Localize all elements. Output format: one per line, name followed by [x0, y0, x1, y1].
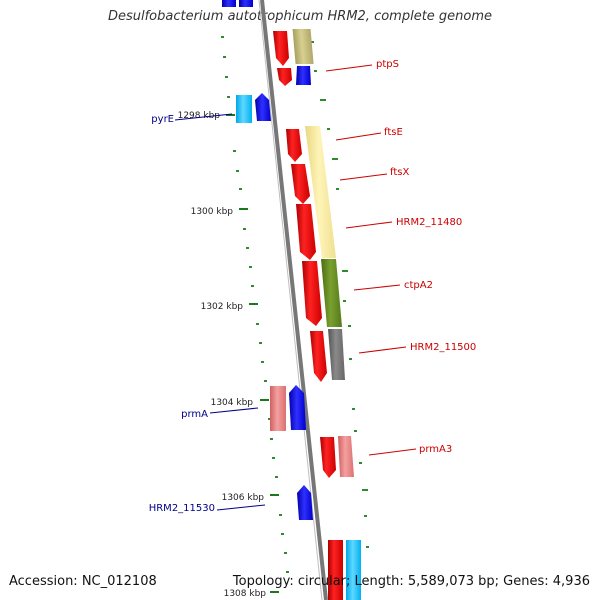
gene-arrow — [297, 485, 313, 520]
gene-arrow — [255, 93, 271, 121]
gene-label-ftsE: ftsE — [384, 127, 403, 138]
gene-label-HRM2_11500: HRM2_11500 — [410, 342, 476, 353]
tick-mark — [226, 114, 235, 116]
gene-arrow — [310, 331, 327, 382]
tick-label: 1300 kbp — [191, 207, 234, 217]
tick-mark — [260, 399, 269, 401]
gene-label-ptpS: ptpS — [376, 59, 399, 70]
tick-label: 1308 kbp — [224, 589, 267, 599]
gene-arrow — [296, 204, 316, 260]
gene-label-pyrE: pyrE — [151, 114, 174, 125]
gene-label-ftsX: ftsX — [390, 167, 409, 178]
leader-line — [174, 113, 233, 121]
leader-line — [368, 448, 417, 456]
tick-label: 1302 kbp — [201, 302, 244, 312]
genome-summary-text: Topology: circular; Length: 5,589,073 bp… — [232, 574, 590, 589]
gene-label-HRM2_11480: HRM2_11480 — [396, 217, 462, 228]
gene-label-HRM2_11530: HRM2_11530 — [149, 503, 215, 514]
gene-arrow — [289, 385, 306, 430]
ruler-dots-left — [221, 36, 289, 573]
feature-block — [239, 0, 253, 7]
tick-mark — [270, 591, 279, 593]
accession-text: Accession: NC_012108 — [9, 574, 157, 589]
reverse-strand-features — [236, 93, 313, 520]
feature-blocks-right — [292, 29, 361, 600]
gene-arrow — [320, 437, 336, 478]
feature-block — [292, 29, 314, 64]
feature-block — [222, 0, 236, 7]
ruler-dots-right — [311, 41, 369, 548]
tick-label: 1306 kbp — [222, 493, 265, 503]
tick-label: 1298 kbp — [178, 111, 221, 121]
leader-line — [325, 64, 373, 72]
tick-mark — [239, 208, 248, 210]
genome-backbone — [260, 0, 328, 600]
leader-line — [335, 132, 382, 141]
leader-line — [345, 221, 393, 229]
feature-block — [346, 540, 361, 600]
feature-block — [236, 95, 252, 123]
gene-label-ctpA2: ctpA2 — [404, 280, 433, 291]
forward-gene-labels: ptpS ftsE ftsX HRM2_11480 ctpA2 HRM2_115… — [325, 59, 476, 456]
tick-label: 1304 kbp — [211, 398, 254, 408]
gene-arrow — [291, 164, 310, 204]
gene-label-prmA: prmA — [181, 409, 208, 420]
gene-arrow — [273, 31, 289, 66]
feature-block — [321, 259, 342, 327]
tick-mark — [270, 494, 279, 496]
leader-line — [358, 346, 407, 354]
leader-line — [209, 407, 259, 414]
leader-line — [339, 173, 388, 181]
feature-block — [270, 386, 286, 431]
gene-arrow — [286, 129, 302, 162]
map-title: Desulfobacterium autotrophicum HRM2, com… — [107, 9, 493, 24]
gene-arrow — [277, 68, 292, 86]
feature-block — [305, 126, 336, 258]
forward-strand-features — [273, 31, 343, 600]
gene-label-prmA3: prmA3 — [419, 444, 452, 455]
gene-features-top — [222, 0, 253, 7]
reverse-gene-labels: pyrE prmA HRM2_11530 — [149, 113, 266, 514]
feature-block — [296, 66, 311, 85]
gene-arrow — [328, 540, 343, 600]
feature-block — [328, 329, 345, 380]
feature-block — [338, 436, 354, 477]
gene-arrow — [302, 261, 322, 326]
kbp-ruler: 1298 kbp 1300 kbp 1302 kbp 1304 kbp 1306… — [178, 111, 279, 599]
leader-line — [216, 504, 266, 511]
tick-mark — [249, 303, 258, 305]
leader-line — [353, 284, 401, 291]
